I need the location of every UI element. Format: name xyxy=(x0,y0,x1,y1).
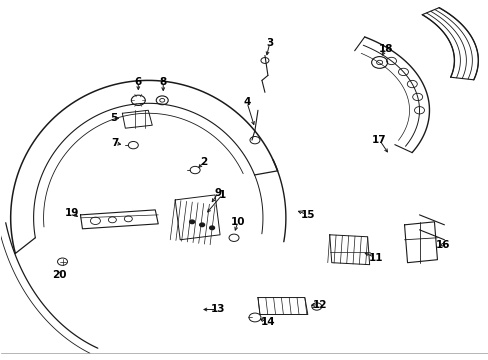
Text: 13: 13 xyxy=(210,305,225,315)
Text: 16: 16 xyxy=(435,240,450,250)
Text: 4: 4 xyxy=(243,97,250,107)
Text: 14: 14 xyxy=(260,318,275,328)
Text: 6: 6 xyxy=(134,77,142,87)
Circle shape xyxy=(199,223,204,227)
Text: 15: 15 xyxy=(300,210,314,220)
Circle shape xyxy=(189,220,194,224)
Text: 5: 5 xyxy=(109,113,117,123)
Text: 20: 20 xyxy=(52,270,67,280)
Text: 3: 3 xyxy=(266,37,273,48)
Text: 17: 17 xyxy=(371,135,386,145)
Text: 9: 9 xyxy=(214,188,221,198)
Text: 8: 8 xyxy=(159,77,166,87)
Text: 12: 12 xyxy=(312,300,326,310)
Text: 7: 7 xyxy=(111,138,119,148)
Text: 2: 2 xyxy=(200,157,207,167)
Text: 1: 1 xyxy=(218,190,225,200)
Text: 11: 11 xyxy=(367,253,382,263)
Text: 19: 19 xyxy=(65,208,80,218)
Text: 18: 18 xyxy=(378,44,392,54)
Circle shape xyxy=(209,226,214,230)
Text: 10: 10 xyxy=(230,217,245,227)
